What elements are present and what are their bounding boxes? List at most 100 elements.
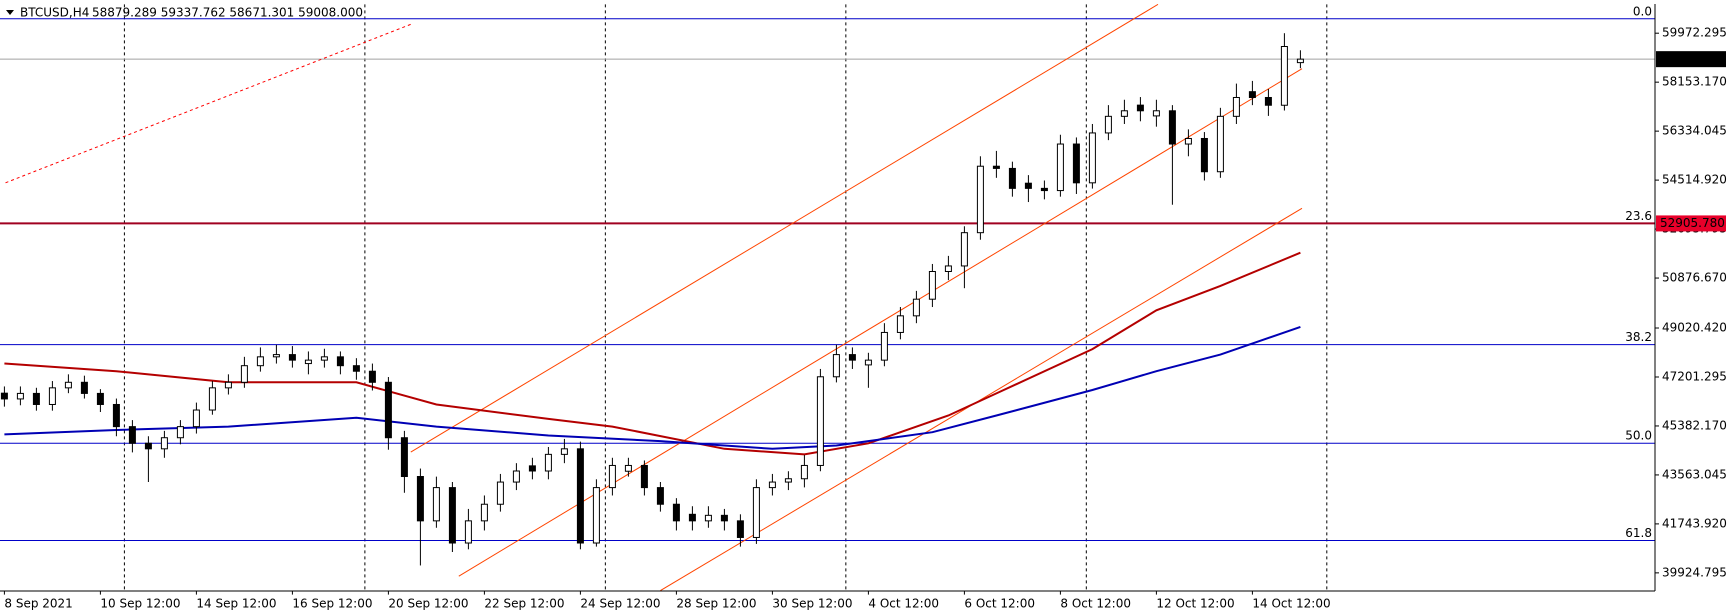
candle-body: [528, 465, 536, 472]
candle-body: [592, 487, 600, 544]
candle-body: [224, 381, 232, 389]
candle-body: [1024, 182, 1032, 189]
candle-body: [272, 354, 280, 358]
x-tick-label: 14 Oct 12:00: [1252, 597, 1330, 611]
fibo-label: 38.2: [1625, 330, 1652, 344]
y-tick-label: 43563.045: [1662, 467, 1727, 481]
symbol: BTCUSD,H4: [20, 6, 89, 20]
x-tick-label: 28 Sep 12:00: [676, 597, 756, 611]
candle-body: [1296, 58, 1304, 64]
candle-body: [160, 437, 168, 450]
candle-body: [480, 503, 488, 522]
candle-body: [1232, 96, 1240, 117]
fibo-label: 50.0: [1625, 429, 1652, 443]
trendline: [410, 4, 1159, 453]
fibo-label: 61.8: [1625, 526, 1652, 540]
candle-body: [448, 487, 456, 544]
price-label-box: [1656, 51, 1726, 68]
moving-average: [4, 325, 1301, 450]
candle-body: [688, 513, 696, 522]
candle-body: [704, 514, 712, 522]
candle-body: [32, 392, 40, 405]
candle-body: [1136, 104, 1144, 112]
price-label-box: [1656, 215, 1726, 232]
candle-body: [208, 387, 216, 411]
candle-body: [1280, 46, 1288, 106]
candle-body: [1264, 96, 1272, 106]
candle-body: [432, 487, 440, 522]
y-tick-label: 45382.170: [1662, 418, 1727, 432]
candle-body: [1184, 137, 1192, 145]
fibo-label: 23.6: [1625, 209, 1652, 223]
candle-body: [1120, 110, 1128, 117]
y-tick-label: 56334.045: [1662, 124, 1727, 138]
candle-body: [16, 392, 24, 400]
candle-body: [784, 478, 792, 483]
candle-body: [400, 437, 408, 478]
x-tick-label: 20 Sep 12:00: [388, 597, 468, 611]
candle-body: [896, 315, 904, 333]
candle-body: [304, 359, 312, 365]
y-tick-label: 58153.170: [1662, 75, 1727, 89]
candle-body: [176, 426, 184, 439]
candle-body: [848, 354, 856, 361]
candle-body: [544, 453, 552, 472]
candle-body: [64, 381, 72, 389]
candle-body: [720, 514, 728, 522]
candle-body: [1152, 110, 1160, 117]
x-tick-label: 14 Sep 12:00: [196, 597, 276, 611]
candle-body: [240, 365, 248, 383]
candle-body: [1072, 143, 1080, 184]
candle-body: [800, 464, 808, 480]
candle-body: [288, 354, 296, 361]
x-tick-label: 8 Sep 2021: [4, 597, 72, 611]
candle-body: [672, 503, 680, 522]
x-tick-label: 30 Sep 12:00: [772, 597, 852, 611]
candle-body: [864, 359, 872, 366]
price-label: 59008.000: [1660, 52, 1725, 66]
candle-body: [144, 442, 152, 450]
x-tick-label: 4 Oct 12:00: [868, 597, 939, 611]
trendline: [5, 23, 411, 184]
candle-body: [912, 298, 920, 317]
y-tick-label: 41743.920: [1662, 516, 1727, 530]
candle-body: [624, 464, 632, 472]
candle-body: [1056, 143, 1064, 192]
x-tick-label: 12 Oct 12:00: [1156, 597, 1234, 611]
candle-body: [1040, 187, 1048, 192]
candle-body: [128, 426, 136, 444]
candle-body: [48, 387, 56, 405]
x-tick-label: 10 Sep 12:00: [100, 597, 180, 611]
candle-body: [464, 520, 472, 544]
candle-body: [352, 365, 360, 372]
x-tick-label: 8 Oct 12:00: [1060, 597, 1131, 611]
price-label: 52905.780: [1660, 216, 1725, 230]
candle-body: [640, 464, 648, 489]
x-tick-label: 6 Oct 12:00: [964, 597, 1035, 611]
menu-arrow[interactable]: [6, 10, 14, 15]
candle-body: [816, 376, 824, 466]
candle-body: [0, 392, 8, 400]
fibo-label: 0.0: [1633, 4, 1652, 18]
candle-body: [1008, 167, 1016, 189]
candle-body: [1216, 115, 1224, 173]
candle-body: [1104, 115, 1112, 134]
candle-body: [1248, 91, 1256, 98]
candle-body: [1200, 137, 1208, 173]
candle-body: [752, 487, 760, 538]
candle-body: [496, 481, 504, 505]
moving-average: [4, 251, 1301, 456]
plot-area: [0, 4, 1655, 591]
candle-body: [368, 370, 376, 383]
y-tick-label: 54514.920: [1662, 173, 1727, 187]
candle-body: [416, 476, 424, 522]
candle-body: [656, 487, 664, 505]
candle-body: [96, 392, 104, 405]
candle-body: [1168, 110, 1176, 145]
candle-body: [768, 481, 776, 489]
x-tick-label: 22 Sep 12:00: [484, 597, 564, 611]
candle-body: [192, 409, 200, 428]
y-tick-label: 59972.295: [1662, 26, 1727, 40]
